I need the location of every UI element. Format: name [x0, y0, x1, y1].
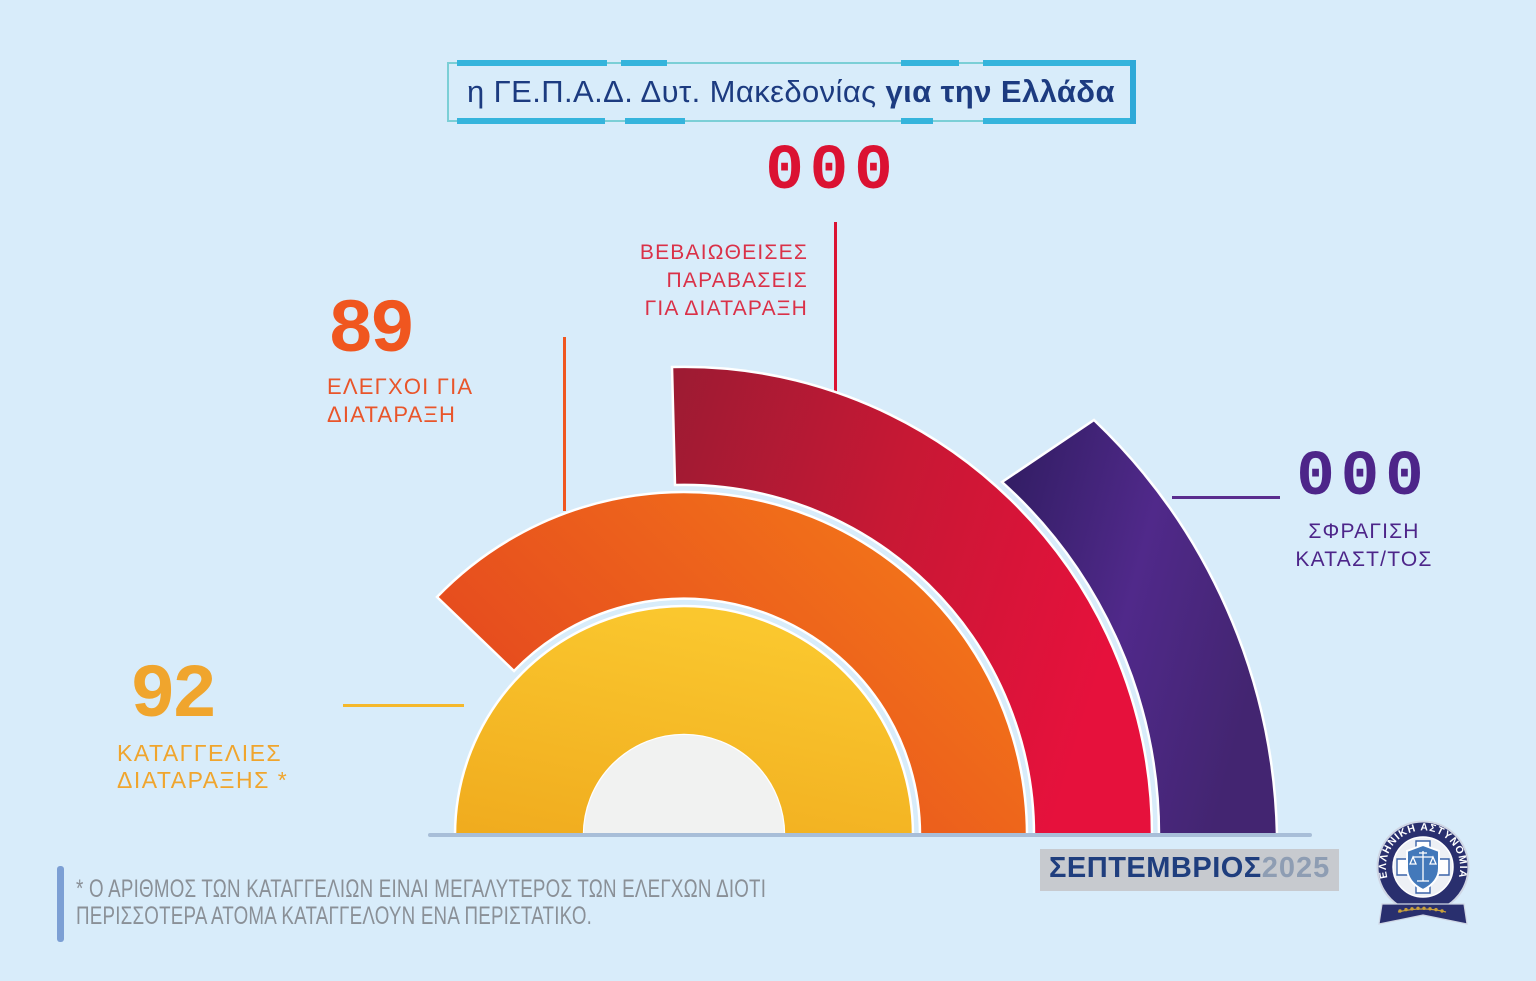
complaints-callout-line [343, 704, 464, 707]
footnote-accent-bar [57, 866, 64, 942]
violations-label: ΒΕΒΑΙΩΘΕΙΣΕΣ ΠΑΡΑΒΑΣΕΙΣ ΓΙΑ ΔΙΑΤΑΡΑΞΗ [558, 239, 808, 323]
checks-label-line1: ΕΛΕΓΧΟΙ ΓΙΑ [327, 374, 474, 399]
logo-scales-icon [1409, 851, 1437, 882]
violations-label-line1: ΒΕΒΑΙΩΘΕΙΣΕΣ [639, 241, 808, 264]
complaints-value: 92 [130, 653, 217, 739]
footnote-line2: ΠΕΡΙΣΣΟΤΕΡΑ ΑΤΟΜΑ ΚΑΤΑΓΓΕΛΟΥΝ ΕΝΑ ΠΕΡΙΣΤ… [76, 902, 593, 930]
footnote: * Ο ΑΡΙΘΜΟΣ ΤΩΝ ΚΑΤΑΓΓΕΛΙΩΝ ΕΙΝΑΙ ΜΕΓΑΛΥ… [76, 875, 767, 930]
period-month: ΣΕΠΤΕΜΒΡΙΟΣ [1049, 852, 1262, 884]
title-border-bar [1130, 60, 1136, 124]
title-border-dash [901, 118, 933, 124]
hellenic-police-logo: ΕΛΛΗΝΙΚΗ ΑΣΤΥΝΟΜΙΑ [1376, 820, 1470, 925]
complaints-label: ΚΑΤΑΓΓΕΛΙΕΣ ΔΙΑΤΑΡΑΞΗΣ * [117, 740, 288, 794]
violations-callout-line [834, 222, 837, 394]
title-border-dash [983, 118, 1131, 124]
logo-ribbon [1378, 903, 1468, 925]
violations-value: 000 [765, 136, 899, 208]
checks-value: 89 [328, 288, 415, 374]
title-border-dash [625, 118, 685, 124]
sealings-label-line2: ΚΑΤΑΣΤ/ΤΟΣ [1295, 548, 1433, 571]
checks-callout-line [563, 337, 566, 511]
logo-laurel-icon [1397, 906, 1447, 913]
arc-checks [435, 490, 1029, 837]
sealings-callout-line [1172, 496, 1280, 499]
title-border-dash [457, 60, 607, 66]
title-border-dash [983, 60, 1131, 66]
page-title: η ΓΕ.Π.Α.Δ. Δυτ. Μακεδονίας για την Ελλά… [467, 74, 1115, 110]
sealings-value: 000 [1296, 442, 1430, 514]
violations-label-line2: ΠΑΡΑΒΑΣΕΙΣ [666, 269, 808, 292]
complaints-label-line2: ΔΙΑΤΑΡΑΞΗΣ * [117, 767, 289, 793]
violations-label-line3: ΓΙΑ ΔΙΑΤΑΡΑΞΗ [644, 297, 808, 320]
chart-baseline [428, 833, 1312, 837]
title-bold: για την Ελλάδα [885, 74, 1115, 109]
title-border-dash [621, 60, 667, 66]
sealings-label: ΣΦΡΑΓΙΣΗ ΚΑΤΑΣΤ/ΤΟΣ [1275, 518, 1453, 574]
title-regular: η ΓΕ.Π.Α.Δ. Δυτ. Μακεδονίας [467, 74, 877, 109]
arc-sealings [999, 418, 1279, 837]
arc-violations [670, 365, 1154, 837]
title-border-dash [901, 60, 959, 66]
title-box: η ΓΕ.Π.Α.Δ. Δυτ. Μακεδονίας για την Ελλά… [447, 60, 1136, 124]
title-border-dash [457, 118, 605, 124]
sealings-label-line1: ΣΦΡΑΓΙΣΗ [1308, 520, 1420, 543]
checks-label: ΕΛΕΓΧΟΙ ΓΙΑ ΔΙΑΤΑΡΑΞΗ [327, 373, 473, 429]
footnote-line1: * Ο ΑΡΙΘΜΟΣ ΤΩΝ ΚΑΤΑΓΓΕΛΙΩΝ ΕΙΝΑΙ ΜΕΓΑΛΥ… [76, 875, 767, 903]
period-badge: ΣΕΠΤΕΜΒΡΙΟΣ2025 [1040, 849, 1340, 891]
complaints-label-line1: ΚΑΤΑΓΓΕΛΙΕΣ [117, 740, 283, 766]
chart-center-hole [584, 735, 784, 835]
period-year: 2025 [1261, 852, 1331, 884]
checks-label-line2: ΔΙΑΤΑΡΑΞΗ [327, 402, 457, 427]
